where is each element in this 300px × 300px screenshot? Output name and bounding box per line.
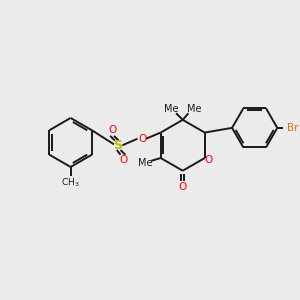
Text: Me: Me — [164, 103, 179, 113]
Text: O: O — [204, 155, 213, 165]
Text: O: O — [108, 125, 116, 135]
Text: O: O — [119, 155, 128, 165]
Text: Br: Br — [287, 123, 298, 133]
Text: Me: Me — [138, 158, 153, 168]
Text: S: S — [113, 139, 122, 152]
Text: Me: Me — [187, 103, 201, 113]
Text: O: O — [178, 182, 187, 192]
Text: CH$_3$: CH$_3$ — [61, 177, 80, 189]
Text: O: O — [138, 134, 146, 144]
